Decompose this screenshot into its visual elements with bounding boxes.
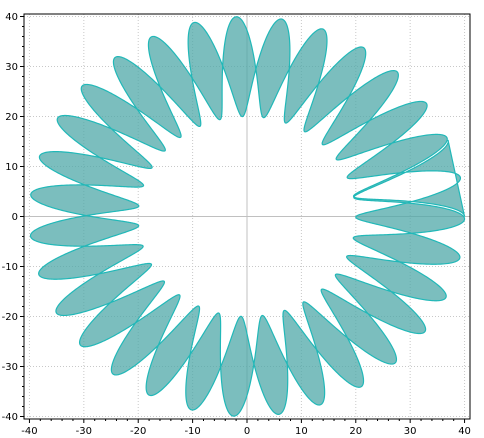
y-tick-label: -20 [2,312,18,323]
x-tick-label: -30 [76,426,92,437]
axes [20,13,471,423]
x-tick-label: 20 [349,426,362,437]
x-tick-label: -20 [130,426,146,437]
y-tick-label: 30 [5,62,18,73]
series-layer [29,16,466,417]
y-tick-label: -40 [2,412,18,423]
y-tick-label: -10 [2,262,18,273]
y-tick-label: -30 [2,362,18,373]
x-tick-label: 10 [295,426,308,437]
y-tick-label: 0 [12,212,18,223]
y-tick-label: 10 [5,162,18,173]
y-tick-label: 40 [5,12,18,23]
series-curve [29,16,466,417]
x-tick-label: 40 [458,426,471,437]
x-tick-label: 30 [404,426,417,437]
x-tick-label: -10 [184,426,200,437]
x-tick-label: 0 [244,426,250,437]
y-tick-label: 20 [5,112,18,123]
tick-labels: -40 -30 -20 -10 0 10 20 30 40 40 30 20 10 0 -10 -20 -30 -… [2,12,471,437]
x-tick-label: -40 [21,426,37,437]
